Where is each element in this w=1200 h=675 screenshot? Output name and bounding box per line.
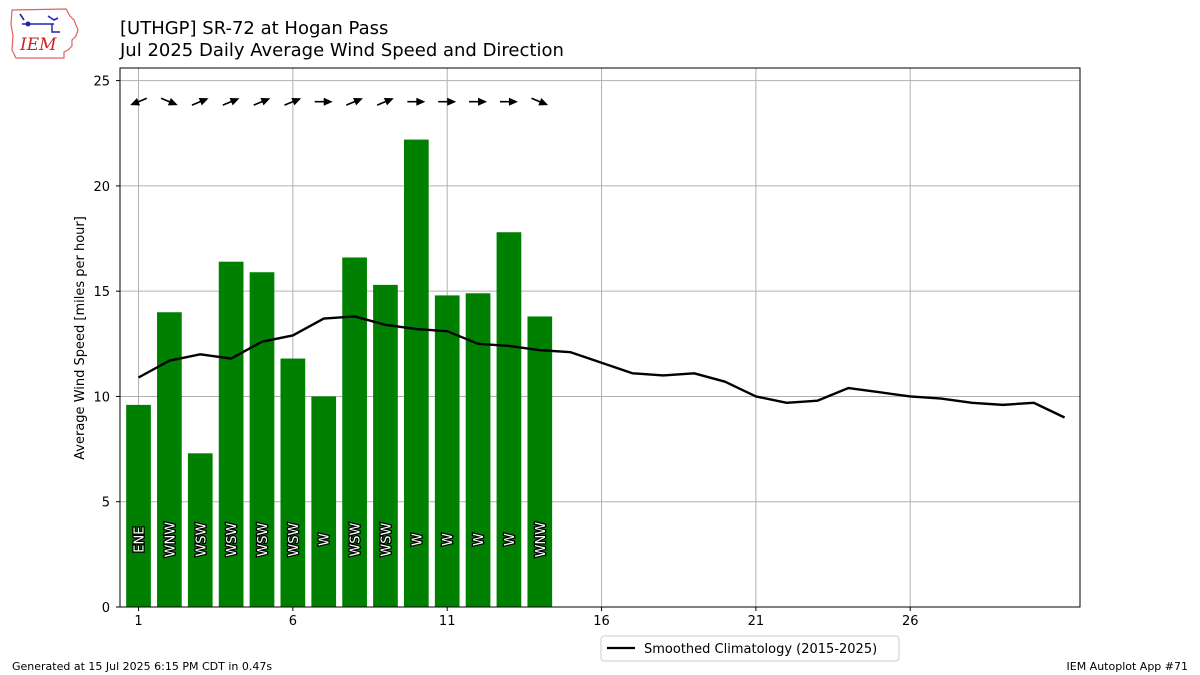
- direction-label-day-9: WSW: [379, 523, 394, 557]
- legend: Smoothed Climatology (2015-2025): [600, 635, 900, 662]
- legend-box: [600, 635, 900, 662]
- x-tick-label: 11: [439, 614, 456, 629]
- bar-day-5: [249, 272, 275, 607]
- chart-title: [UTHGP] SR-72 at Hogan Pass: [120, 18, 389, 39]
- wind-arrow-day-8: [345, 97, 363, 106]
- wind-arrow-day-4: [222, 97, 240, 106]
- x-tick-label: 1: [134, 614, 142, 629]
- iem-logo: IEM: [8, 6, 82, 64]
- y-tick-label: 5: [102, 496, 110, 511]
- bar-day-9: [373, 284, 398, 607]
- bar-day-10: [403, 139, 429, 607]
- climatology-line: [137, 315, 1066, 419]
- climatology-line-layer: [137, 315, 1066, 419]
- wind-arrow-day-6: [284, 97, 302, 106]
- wind-arrow-day-12: [469, 97, 488, 106]
- bars: [126, 139, 553, 607]
- bar-day-7: [311, 396, 337, 607]
- bar-day-4: [218, 261, 244, 607]
- legend-label: Smoothed Climatology (2015-2025): [644, 642, 877, 657]
- y-tick-label: 15: [93, 285, 110, 300]
- wind-arrow-day-7: [314, 97, 333, 106]
- y-tick-label: 25: [93, 75, 110, 90]
- generated-timestamp: Generated at 15 Jul 2025 6:15 PM CDT in …: [12, 660, 273, 673]
- direction-label-day-1: ENE: [133, 527, 148, 553]
- wind-arrow-day-14: [531, 97, 549, 106]
- y-tick-label: 0: [102, 601, 110, 616]
- direction-label-day-3: WSW: [194, 523, 209, 557]
- direction-label-day-5: WSW: [256, 523, 271, 557]
- direction-label-day-6: WSW: [287, 523, 302, 557]
- app-credit: IEM Autoplot App #71: [1066, 660, 1189, 673]
- direction-label-day-14: WNW: [534, 522, 549, 558]
- direction-labels: ENE WNW WSW WSW WSW WSW W WSW WSW W W W W WNW: [131, 521, 550, 559]
- x-tick-label: 6: [289, 614, 297, 629]
- wind-arrow-day-13: [499, 97, 518, 106]
- bar-day-6: [280, 358, 306, 607]
- direction-label-day-2: WNW: [163, 522, 178, 558]
- wind-arrow-day-3: [191, 97, 209, 106]
- direction-label-day-11: W: [441, 533, 456, 546]
- bar-day-3: [187, 453, 213, 607]
- bar-day-11: [434, 295, 460, 607]
- chart-subtitle: Jul 2025 Daily Average Wind Speed and Di…: [120, 40, 564, 61]
- direction-arrows: [130, 97, 549, 106]
- x-tick-label: 16: [593, 614, 610, 629]
- wind-arrow-day-9: [376, 97, 394, 106]
- plot-frame: [119, 67, 1081, 608]
- wind-arrow-day-1: [130, 97, 148, 106]
- direction-label-day-13: W: [503, 533, 518, 546]
- direction-label-day-10: W: [410, 533, 425, 546]
- bar-day-14: [527, 316, 553, 607]
- bar-day-2: [157, 312, 182, 607]
- wind-arrow-day-10: [407, 97, 426, 106]
- wind-arrow-day-11: [438, 97, 457, 106]
- direction-label-day-8: WSW: [349, 523, 364, 557]
- y-tick-label: 20: [93, 180, 110, 195]
- direction-label-day-4: WSW: [225, 523, 240, 557]
- x-tick-label: 21: [748, 614, 765, 629]
- y-tick-label: 10: [93, 390, 110, 405]
- direction-label-day-7: W: [318, 533, 333, 546]
- wind-arrow-day-2: [160, 97, 178, 106]
- wind-arrow-day-5: [253, 97, 271, 106]
- bar-day-1: [126, 404, 151, 607]
- logo-text: IEM: [19, 35, 57, 55]
- x-tick-label: 26: [902, 614, 919, 629]
- bar-day-13: [496, 232, 522, 607]
- direction-label-day-12: W: [472, 533, 487, 546]
- y-axis-label: Average Wind Speed [miles per hour]: [73, 216, 88, 460]
